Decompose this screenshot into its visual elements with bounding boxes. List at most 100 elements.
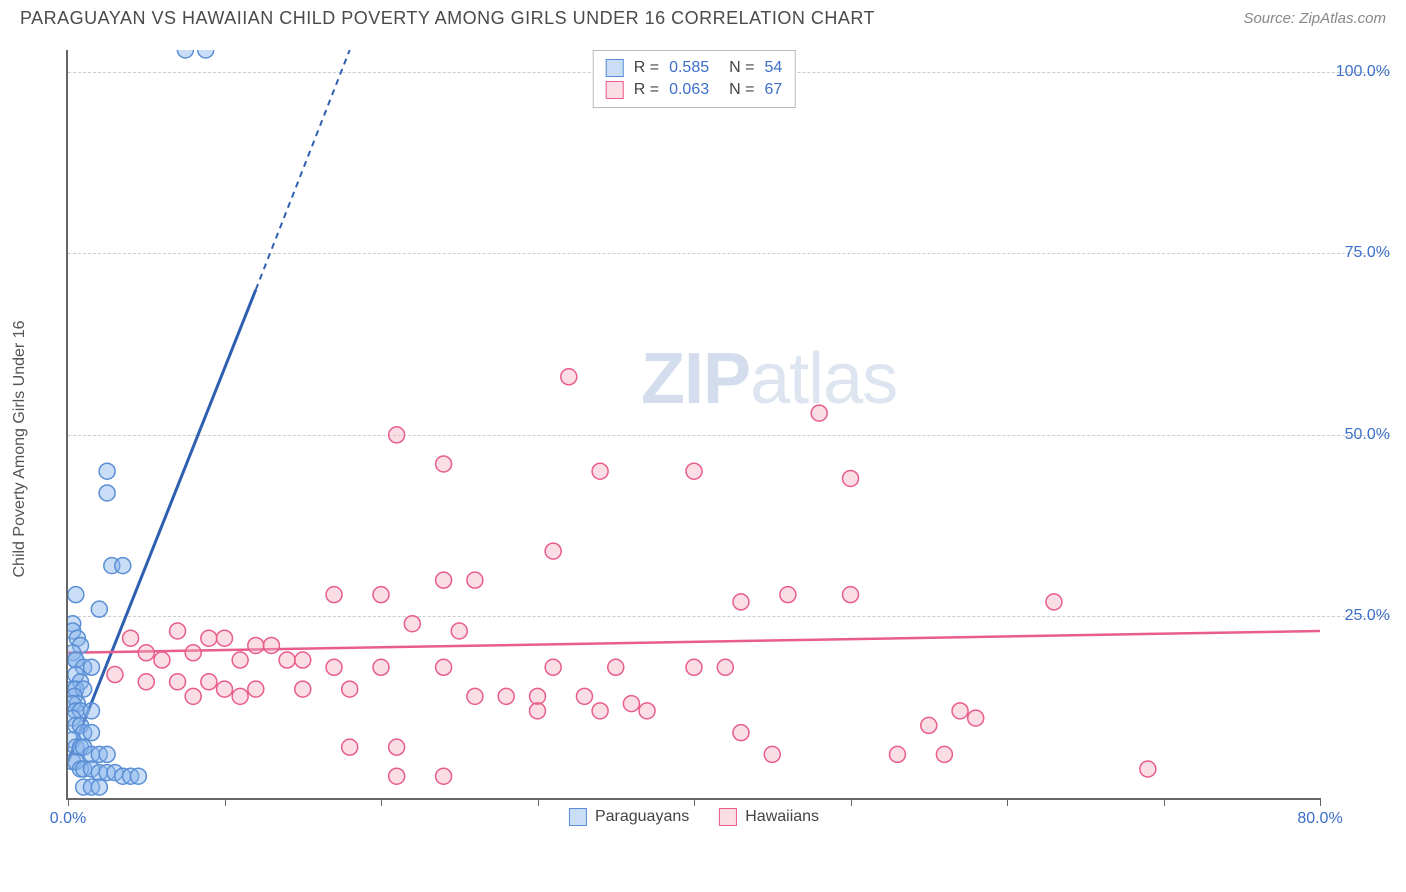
chart-title: PARAGUAYAN VS HAWAIIAN CHILD POVERTY AMO… [20, 8, 875, 29]
data-point [232, 652, 248, 668]
data-point [686, 659, 702, 675]
data-point [83, 703, 99, 719]
data-point [639, 703, 655, 719]
data-point [68, 587, 84, 603]
data-point [295, 652, 311, 668]
data-point [170, 674, 186, 690]
data-point [115, 558, 131, 574]
legend-swatch-icon [606, 81, 624, 99]
legend-item-paraguayans: Paraguayans [569, 808, 689, 826]
data-point [326, 659, 342, 675]
x-tick-label: 80.0% [1297, 810, 1342, 828]
chart-header: PARAGUAYAN VS HAWAIIAN CHILD POVERTY AMO… [0, 0, 1406, 33]
data-point [107, 667, 123, 683]
data-point [921, 717, 937, 733]
legend-swatch-icon [719, 808, 737, 826]
data-point [623, 696, 639, 712]
data-point [83, 659, 99, 675]
data-point [1140, 761, 1156, 777]
data-point [1046, 594, 1062, 610]
data-point [404, 616, 420, 632]
data-point [576, 688, 592, 704]
data-point [717, 659, 733, 675]
data-point [154, 652, 170, 668]
data-point [733, 594, 749, 610]
data-point [561, 369, 577, 385]
y-tick-label: 50.0% [1337, 426, 1390, 444]
x-tick [68, 798, 69, 806]
data-point [373, 659, 389, 675]
data-point [889, 746, 905, 762]
legend-swatch-icon [606, 59, 624, 77]
x-tick-label: 0.0% [50, 810, 86, 828]
data-point [201, 630, 217, 646]
data-point [326, 587, 342, 603]
data-point [295, 681, 311, 697]
legend-row-hawaiians: R = 0.063 N = 67 [606, 79, 783, 101]
data-point [592, 463, 608, 479]
data-point [389, 739, 405, 755]
data-point [436, 768, 452, 784]
y-tick-label: 25.0% [1337, 607, 1390, 625]
data-point [91, 601, 107, 617]
data-point [217, 681, 233, 697]
chart-container: Child Poverty Among Girls Under 16 ZIPat… [50, 40, 1390, 840]
data-point [764, 746, 780, 762]
data-point [185, 688, 201, 704]
data-point [608, 659, 624, 675]
data-point [936, 746, 952, 762]
data-point [843, 587, 859, 603]
data-point [342, 681, 358, 697]
data-point [217, 630, 233, 646]
data-point [780, 587, 796, 603]
x-tick [1320, 798, 1321, 806]
legend-swatch-icon [569, 808, 587, 826]
data-point [436, 572, 452, 588]
data-point [342, 739, 358, 755]
data-point [811, 405, 827, 421]
x-tick [538, 798, 539, 806]
data-point [952, 703, 968, 719]
data-point [279, 652, 295, 668]
data-point [545, 543, 561, 559]
data-point [201, 674, 217, 690]
legend-item-hawaiians: Hawaiians [719, 808, 819, 826]
series-legend: Paraguayans Hawaiians [569, 808, 819, 826]
data-point [467, 572, 483, 588]
x-tick [1007, 798, 1008, 806]
data-point [138, 645, 154, 661]
data-point [592, 703, 608, 719]
data-point [373, 587, 389, 603]
data-point [263, 637, 279, 653]
data-point [389, 768, 405, 784]
data-point [91, 779, 107, 795]
source-attribution: Source: ZipAtlas.com [1243, 10, 1386, 27]
legend-row-paraguayans: R = 0.585 N = 54 [606, 57, 783, 79]
plot-area: ZIPatlas R = 0.585 N = 54 R = 0.063 N = … [66, 50, 1320, 800]
correlation-legend: R = 0.585 N = 54 R = 0.063 N = 67 [593, 50, 796, 108]
x-tick [1164, 798, 1165, 806]
y-tick-label: 75.0% [1337, 244, 1390, 262]
data-point [130, 768, 146, 784]
data-point [436, 659, 452, 675]
data-point [451, 623, 467, 639]
data-point [123, 630, 139, 646]
data-point [389, 427, 405, 443]
data-point [248, 637, 264, 653]
data-point [530, 703, 546, 719]
y-tick-label: 100.0% [1328, 63, 1390, 81]
data-point [99, 746, 115, 762]
data-point [198, 50, 214, 58]
data-point [968, 710, 984, 726]
x-tick [694, 798, 695, 806]
data-point [545, 659, 561, 675]
scatter-svg [68, 50, 1320, 798]
data-point [467, 688, 483, 704]
data-point [185, 645, 201, 661]
data-point [436, 456, 452, 472]
x-tick [851, 798, 852, 806]
y-axis-label: Child Poverty Among Girls Under 16 [11, 321, 29, 578]
data-point [733, 725, 749, 741]
data-point [138, 674, 154, 690]
data-point [232, 688, 248, 704]
